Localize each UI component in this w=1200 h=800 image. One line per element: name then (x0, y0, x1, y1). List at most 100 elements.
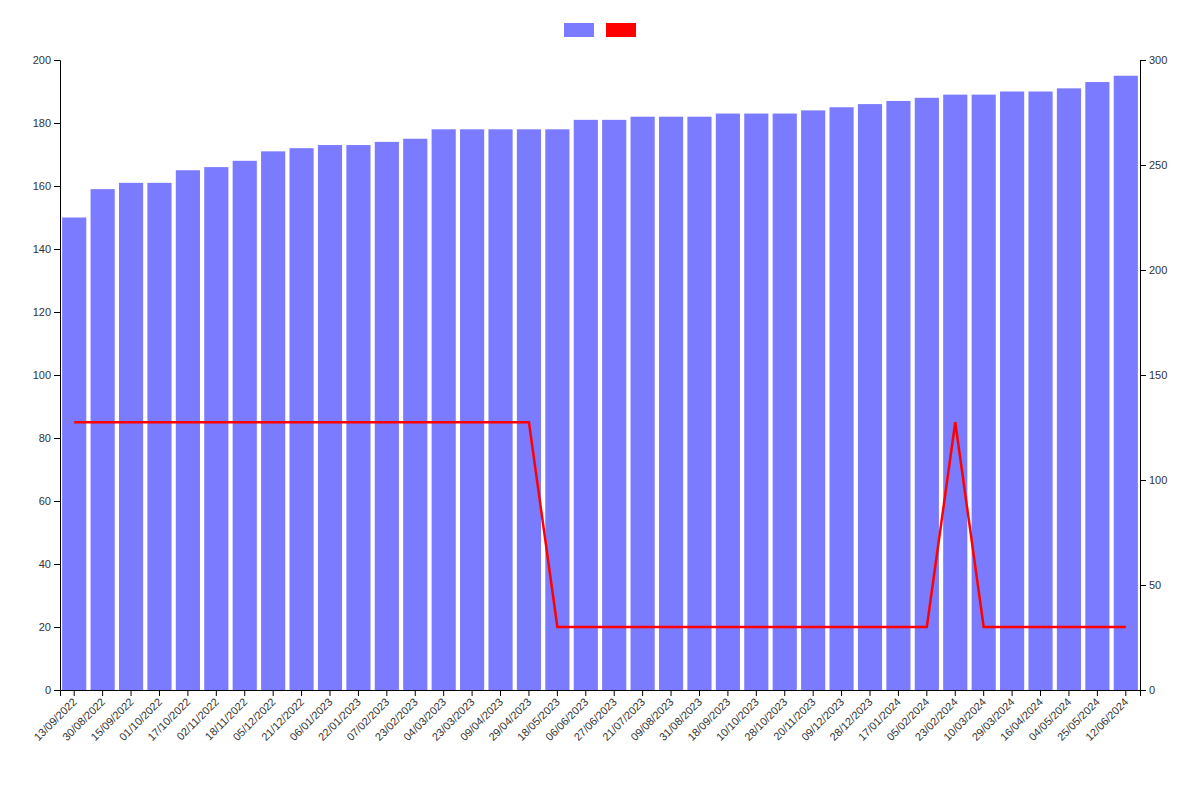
tick-mark (926, 690, 927, 696)
bar (631, 117, 655, 690)
tick-label: 120 (33, 306, 51, 318)
tick: 12/06/2024 (1083, 690, 1130, 743)
bar-series (62, 76, 1138, 690)
bar (1057, 88, 1081, 690)
tick-mark (301, 690, 302, 696)
bar (147, 183, 171, 690)
bar (1000, 92, 1024, 691)
bar (801, 110, 825, 690)
marks (62, 76, 1138, 690)
bar (290, 148, 314, 690)
bar (744, 114, 768, 690)
tick: 40 (39, 558, 60, 570)
tick-mark (54, 123, 60, 124)
bar (488, 129, 512, 690)
bar (545, 129, 569, 690)
bar (830, 107, 854, 690)
tick-mark (528, 690, 529, 696)
tick-mark (1140, 375, 1146, 376)
axis-line (54, 61, 61, 691)
tick: 50 (1140, 579, 1161, 591)
bar (460, 129, 484, 690)
tick-mark (54, 438, 60, 439)
bar (403, 139, 427, 690)
tick: 0 (1140, 684, 1155, 696)
tick-mark (102, 690, 103, 696)
tick-label: 0 (45, 684, 51, 696)
tick-mark (955, 690, 956, 696)
tick-mark (273, 690, 274, 696)
tick-mark (870, 690, 871, 696)
tick-label: 100 (1149, 474, 1167, 486)
tick: 180 (33, 117, 60, 129)
tick-mark (1040, 690, 1041, 696)
bar (432, 129, 456, 690)
tick-mark (727, 690, 728, 696)
axis-line (61, 691, 1141, 697)
tick-mark (699, 690, 700, 696)
tick-label: 150 (1149, 369, 1167, 381)
tick-mark (330, 690, 331, 696)
tick-mark (187, 690, 188, 696)
tick-label: 160 (33, 180, 51, 192)
tick-mark (1068, 690, 1069, 696)
tick-label: 12/06/2024 (1083, 696, 1130, 743)
tick: 60 (39, 495, 60, 507)
x-axis: 13/09/202230/08/202215/09/202201/10/2022… (31, 690, 1140, 743)
tick-label: 20 (39, 621, 51, 633)
tick-mark (585, 690, 586, 696)
tick-label: 60 (39, 495, 51, 507)
tick-label: 80 (39, 432, 51, 444)
bar (1085, 82, 1109, 690)
legend (564, 23, 636, 37)
tick-mark (813, 690, 814, 696)
bar (716, 114, 740, 690)
tick: 200 (1140, 264, 1167, 276)
bar (233, 161, 257, 690)
legend-swatch (606, 23, 636, 37)
bar (972, 95, 996, 690)
plot-area: 13/09/202230/08/202215/09/202201/10/2022… (31, 54, 1167, 743)
tick-mark (54, 627, 60, 628)
tick-mark (614, 690, 615, 696)
bar (858, 104, 882, 690)
tick-mark (54, 186, 60, 187)
tick-label: 0 (1149, 684, 1155, 696)
tick-mark (131, 690, 132, 696)
y-axis: 020406080100120140160180200 (33, 54, 61, 696)
tick-mark (1125, 690, 1126, 696)
bar (943, 95, 967, 690)
line (74, 422, 1126, 627)
bar (659, 117, 683, 690)
tick-mark (159, 690, 160, 696)
axis-line (1141, 61, 1147, 691)
tick-mark (1012, 690, 1013, 696)
bar (574, 120, 598, 690)
tick-label: 300 (1149, 54, 1167, 66)
tick-mark (1097, 690, 1098, 696)
tick-mark (54, 690, 60, 691)
tick-mark (54, 564, 60, 565)
tick-mark (756, 690, 757, 696)
tick-mark (1140, 480, 1146, 481)
tick-mark (358, 690, 359, 696)
bar (91, 189, 115, 690)
tick-mark (671, 690, 672, 696)
tick: 250 (1140, 159, 1167, 171)
tick: 150 (1140, 369, 1167, 381)
chart: 13/09/202230/08/202215/09/202201/10/2022… (0, 0, 1200, 800)
tick-mark (1140, 165, 1146, 166)
tick-mark (500, 690, 501, 696)
y2-axis: 0 50 100 150 200 250 300 (1140, 54, 1167, 696)
bar (1028, 92, 1052, 691)
tick-mark (216, 690, 217, 696)
tick-label: 180 (33, 117, 51, 129)
tick: 300 (1140, 54, 1167, 66)
tick-mark (1140, 60, 1146, 61)
tick: 100 (33, 369, 60, 381)
tick: 20 (39, 621, 60, 633)
tick-label: 40 (39, 558, 51, 570)
tick-mark (244, 690, 245, 696)
tick-mark (54, 60, 60, 61)
tick-mark (557, 690, 558, 696)
